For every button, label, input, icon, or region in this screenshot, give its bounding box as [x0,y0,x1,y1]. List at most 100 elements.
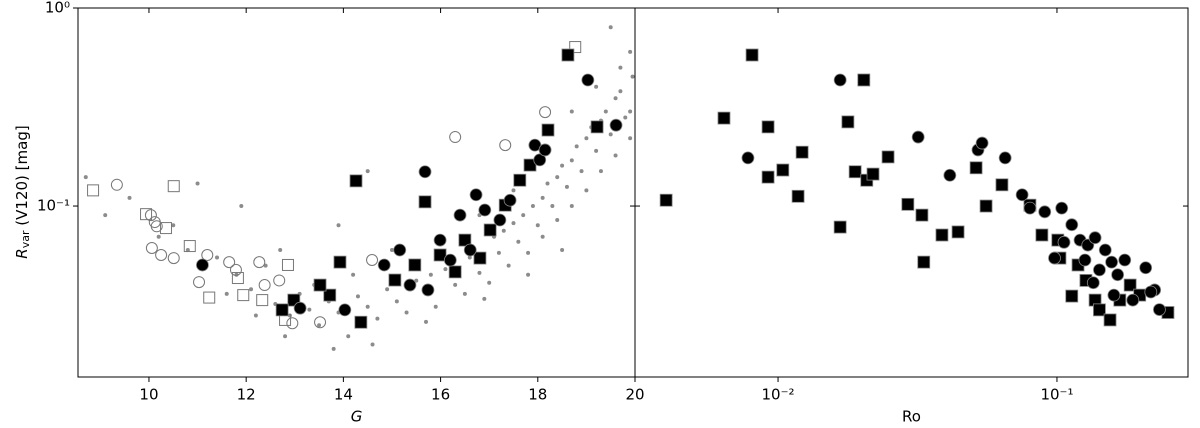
point [951,225,965,239]
point [561,48,575,62]
point [140,208,153,221]
point [741,151,755,165]
point [538,143,552,157]
point [203,291,216,304]
plot-area [83,25,1175,351]
point [393,243,407,257]
point [841,115,855,129]
point [569,109,574,114]
point [1118,253,1132,267]
point [231,272,244,285]
point [569,41,582,54]
point [516,239,521,244]
point [421,283,435,297]
point [323,288,337,302]
point [389,247,394,252]
point [584,136,589,141]
y-label-rest: (V120) [mag] [13,125,31,230]
point [584,188,589,193]
point [594,148,599,153]
point [526,250,531,255]
point [745,48,759,62]
point [418,165,432,179]
point [223,256,236,269]
point [171,223,176,228]
point [598,169,603,174]
point [317,323,322,328]
point [555,175,560,180]
point [183,240,196,253]
point [483,223,497,237]
point [313,278,327,292]
point [1093,303,1106,317]
point [911,130,925,144]
point [540,195,545,200]
point [385,287,390,292]
point [915,208,929,222]
point [995,178,1009,192]
point [1086,276,1100,290]
point [333,255,347,269]
point [521,213,526,218]
point [581,73,595,87]
y-label-main: R [13,248,31,258]
point [433,233,447,247]
point [365,304,370,309]
point [215,255,220,260]
point [541,123,555,137]
point [511,188,516,193]
point [506,263,511,268]
point [249,287,254,292]
point [1139,261,1153,275]
point [659,193,673,207]
point [833,220,847,234]
point [167,180,180,193]
point [443,267,448,272]
point [857,73,871,87]
point [155,248,168,261]
point [253,313,258,318]
point [935,228,949,242]
point [609,118,623,132]
point [482,296,487,301]
point [761,170,775,184]
point [1111,268,1125,282]
panel-frame [634,7,1189,378]
point [513,173,527,187]
point [473,251,487,265]
point [453,282,458,287]
point [1123,278,1137,292]
point [564,184,569,189]
point [346,334,351,339]
point [493,213,507,227]
x-tick-label: 10 [139,386,158,404]
y-axis-label: Rvar (V120) [mag] [13,125,33,258]
point [608,132,613,137]
point [1088,231,1102,245]
point [501,228,506,233]
point [1153,303,1166,316]
point [388,273,402,287]
point [526,272,531,277]
point [144,209,157,222]
point [1078,253,1092,267]
point [103,213,108,218]
point [511,221,516,226]
x-tick-label: 12 [237,386,256,404]
point [628,136,633,141]
point [560,163,565,168]
point [1098,243,1112,257]
point [377,258,391,272]
point [443,253,457,267]
point [603,109,608,114]
point [370,342,375,347]
point [795,145,809,159]
x-tick-label: 10⁻² [762,386,795,404]
point [293,301,307,315]
point [253,256,266,269]
point [579,169,584,174]
point [258,279,271,292]
x-tick-label: 18 [528,386,547,404]
point [574,144,579,149]
y-label-sub: var [19,230,32,248]
